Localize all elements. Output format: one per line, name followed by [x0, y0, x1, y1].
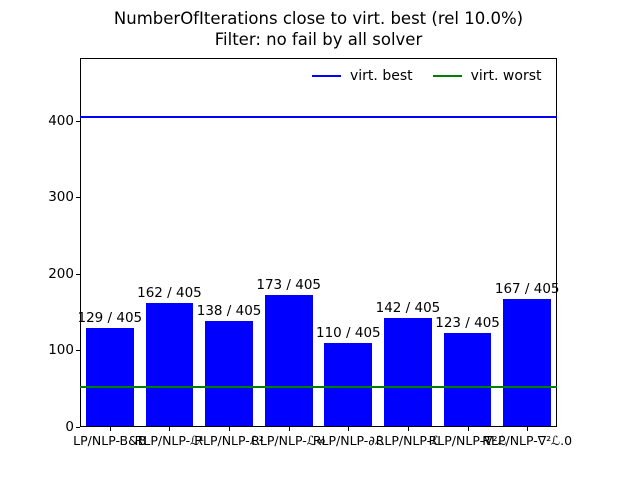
x-tick-mark [109, 427, 111, 431]
x-tick-label: RLP/NLP-ℒ∞ [251, 433, 327, 448]
x-tick-label: RLP/NLP-∇²ℒ [428, 433, 507, 448]
x-tick-mark [288, 427, 290, 431]
x-tick-label: RLP/NLP-ℒ¹ [134, 433, 205, 448]
y-tick-label: 400 [48, 112, 74, 129]
y-tick-label: 300 [48, 189, 74, 206]
x-tick-mark [467, 427, 469, 431]
x-tick-label: RLP/NLP-∂ℒ [312, 433, 384, 448]
x-tick-label: RLP/NLP-ℒ [375, 433, 441, 448]
y-tick-mark [76, 427, 80, 428]
legend-item-virt-best: virt. best [312, 68, 413, 84]
x-tick-mark [169, 427, 171, 431]
plot-area [80, 58, 557, 427]
chart-title-block: NumberOfIterations close to virt. best (… [80, 8, 557, 50]
legend: virt. best virt. worst [312, 68, 541, 84]
virt-best-line-sample [312, 74, 341, 78]
x-tick-label: RLP/NLP-∇²ℒ.0 [482, 433, 573, 448]
x-tick-mark [527, 427, 529, 431]
x-tick-label: LP/NLP-B&B [73, 433, 147, 448]
y-tick-label: 0 [65, 419, 74, 435]
virt-worst-line-sample [432, 74, 462, 78]
y-tick-label: 200 [48, 265, 74, 282]
chart-title: NumberOfIterations close to virt. best (… [113, 9, 524, 28]
y-tick-label: 100 [48, 342, 74, 359]
legend-item-virt-worst: virt. worst [432, 68, 542, 84]
legend-label-virt-best: virt. best [350, 68, 413, 84]
chart-subtitle: Filter: no fail by all solver [214, 30, 423, 49]
x-tick-mark [407, 427, 409, 431]
x-tick-label: RLP/NLP-ℒ² [194, 433, 264, 448]
x-tick-mark [348, 427, 350, 431]
legend-label-virt-worst: virt. worst [470, 68, 542, 84]
x-tick-mark [229, 427, 231, 431]
